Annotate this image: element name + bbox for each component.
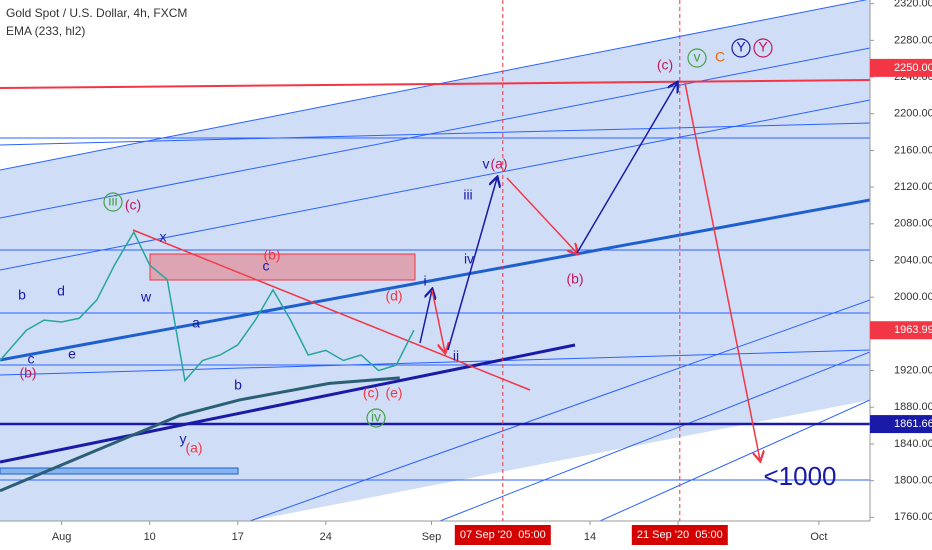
time-tag: 07 Sep '20 05:00 [460,529,546,541]
wave-label: <1000 [763,461,836,491]
wave-circle [753,38,773,58]
wave-circle [687,48,707,68]
y-tick-label: 2200.00 [894,108,932,120]
y-tick-label: 2080.00 [894,218,932,230]
wave-circle [103,192,123,212]
price-line [0,230,415,383]
x-tick-label: 10 [144,531,156,543]
wave-label: (d) [385,288,402,304]
wave-label: (c) [125,197,141,213]
wave-label: Y [736,39,746,55]
time-tag-bg [631,525,728,545]
wave-label: (c) [363,385,379,401]
x-tick-label: Aug [52,531,72,543]
price-tag-bg [870,321,932,340]
wave-label: (a) [490,156,507,172]
x-tick-label: 14 [584,531,596,543]
wave-label: iv [371,409,381,425]
y-tick-label: 1840.00 [894,438,932,450]
wave-label: (e) [385,385,402,401]
wave-label: (c) [657,57,673,73]
wave-label: v [483,156,490,172]
wave-label: (b) [263,247,280,263]
drawings [0,0,870,521]
trend-line [132,229,531,391]
y-tick-label: 2000.00 [894,291,932,303]
wave-label: v [694,49,701,65]
y-tick-label: 2320.00 [894,0,932,10]
chart-title: Gold Spot / U.S. Dollar, 4h, FXCM [6,6,187,20]
wave-label: iii [108,193,117,209]
wave-label: (b) [566,271,583,287]
channel-fill [0,0,870,521]
resistance-line [0,79,870,89]
wave-label: iv [464,251,474,267]
y-tick-label: 2280.00 [894,34,932,46]
price-tag-bg [870,58,932,77]
y-tick-label: 2120.00 [894,181,932,193]
x-tick-label: 24 [320,531,332,543]
y-tick-label: 1760.00 [894,511,932,523]
wave-label: Y [758,39,768,55]
wave-label: y [180,431,187,447]
wave-label: e [68,346,76,362]
wave-label: d [57,283,65,299]
wave-label: ii [453,348,459,364]
price-axis [870,0,932,550]
x-tick-label: Oct [810,531,827,543]
channel-lines [0,0,870,521]
wave-circle [731,38,751,58]
projection [419,83,760,460]
wave-label: x [160,229,167,245]
time-tag-bg [454,525,551,545]
time-tag: 21 Sep '20 05:00 [637,529,723,541]
x-tick-label: Sep [422,531,442,543]
price-tag: 1861.66 [894,418,932,430]
y-tick-label: 1920.00 [894,364,932,376]
trend-line [0,198,870,362]
zone [0,467,239,475]
wave-label: iii [463,187,472,203]
wave-circle [366,408,386,428]
wave-label: w [140,289,152,305]
y-tick-label: 1800.00 [894,475,932,487]
price-tag-bg [870,415,932,434]
y-tick-label: 2160.00 [894,144,932,156]
price-tag: 1963.99 [894,324,932,336]
wave-label: c [263,258,270,274]
x-tick-label: 17 [232,531,244,543]
wave-label: (b) [19,365,36,381]
trend-line [0,343,576,464]
y-tick-label: 2040.00 [894,254,932,266]
wave-label: (a) [185,440,202,456]
zone [149,253,416,281]
wave-label: b [18,287,26,303]
wave-label: a [192,315,200,331]
wave-label: i [423,273,426,289]
wave-label: c [28,351,35,367]
price-line [0,376,400,493]
wave-label: C [715,49,725,65]
price-tag: 2250.00 [894,62,932,74]
wave-label: b [234,377,242,393]
y-tick-label: 1880.00 [894,401,932,413]
indicator-label: EMA (233, hl2) [6,24,85,38]
